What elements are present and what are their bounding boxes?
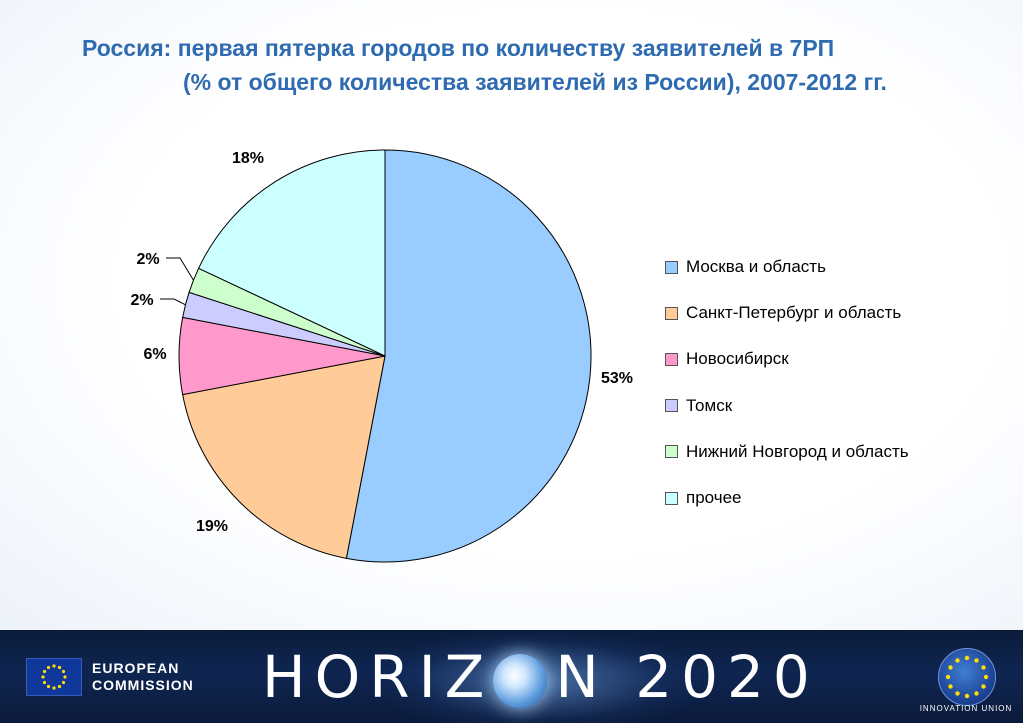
horizon-text-right: N 2020 [555, 643, 819, 711]
horizon-2020-logo: HORIZ N 2020 [262, 644, 819, 710]
horizon-text-left: HORIZ [262, 643, 494, 711]
legend-item: Томск [665, 383, 1005, 429]
legend-swatch [665, 399, 678, 413]
european-commission-logo: EUROPEAN COMMISSION [26, 658, 194, 696]
pie-slice [182, 355, 386, 559]
legend-swatch [665, 491, 678, 505]
innovation-union-badge-icon [938, 648, 996, 706]
label-leader-line [166, 257, 194, 281]
label-leader-line [160, 298, 186, 306]
legend-swatch [665, 352, 678, 366]
pie-chart: 53% 19% 6% 2% 2% 18% [130, 149, 633, 563]
legend-label: Москва и область [686, 257, 826, 277]
data-label: 19% [196, 518, 228, 535]
legend-swatch [665, 260, 678, 274]
pie-slice [345, 149, 592, 563]
legend-swatch [665, 445, 678, 459]
data-label: 18% [232, 150, 264, 167]
legend-label: Томск [686, 395, 733, 415]
legend-swatch [665, 306, 678, 320]
title-line-2: (% от общего количества заявителей из Ро… [183, 69, 887, 95]
legend-label: Санкт-Петербург и область [686, 303, 902, 323]
data-label: 6% [143, 346, 166, 363]
data-label: 53% [601, 370, 633, 387]
eu-flag-icon [26, 658, 82, 696]
legend-label: прочее [686, 488, 742, 508]
data-label: 2% [130, 292, 153, 309]
legend-label: Новосибирск [686, 349, 789, 369]
footer-banner: EUROPEAN COMMISSION HORIZ N 2020 INNOVATI… [0, 630, 1023, 723]
legend-item: прочее [665, 475, 1005, 521]
innovation-union-text: INNOVATION UNION [919, 704, 1013, 713]
legend-item: Санкт-Петербург и область [665, 290, 1005, 336]
pie-slice [197, 149, 386, 357]
data-label: 2% [136, 251, 159, 268]
legend-item: Новосибирск [665, 336, 1005, 382]
legend-item: Москва и область [665, 244, 1005, 290]
ec-text-line-1: EUROPEAN [92, 660, 180, 676]
legend-label: Нижний Новгород и область [686, 441, 909, 461]
title-line-1: Россия: первая пятерка городов по количе… [82, 35, 835, 61]
eu-stars-icon [41, 664, 67, 690]
chart-legend: Москва и область Санкт-Петербург и област… [665, 244, 1005, 521]
ec-text-line-2: COMMISSION [92, 677, 194, 693]
globe-icon [493, 653, 548, 708]
legend-item: Нижний Новгород и область [665, 429, 1005, 475]
